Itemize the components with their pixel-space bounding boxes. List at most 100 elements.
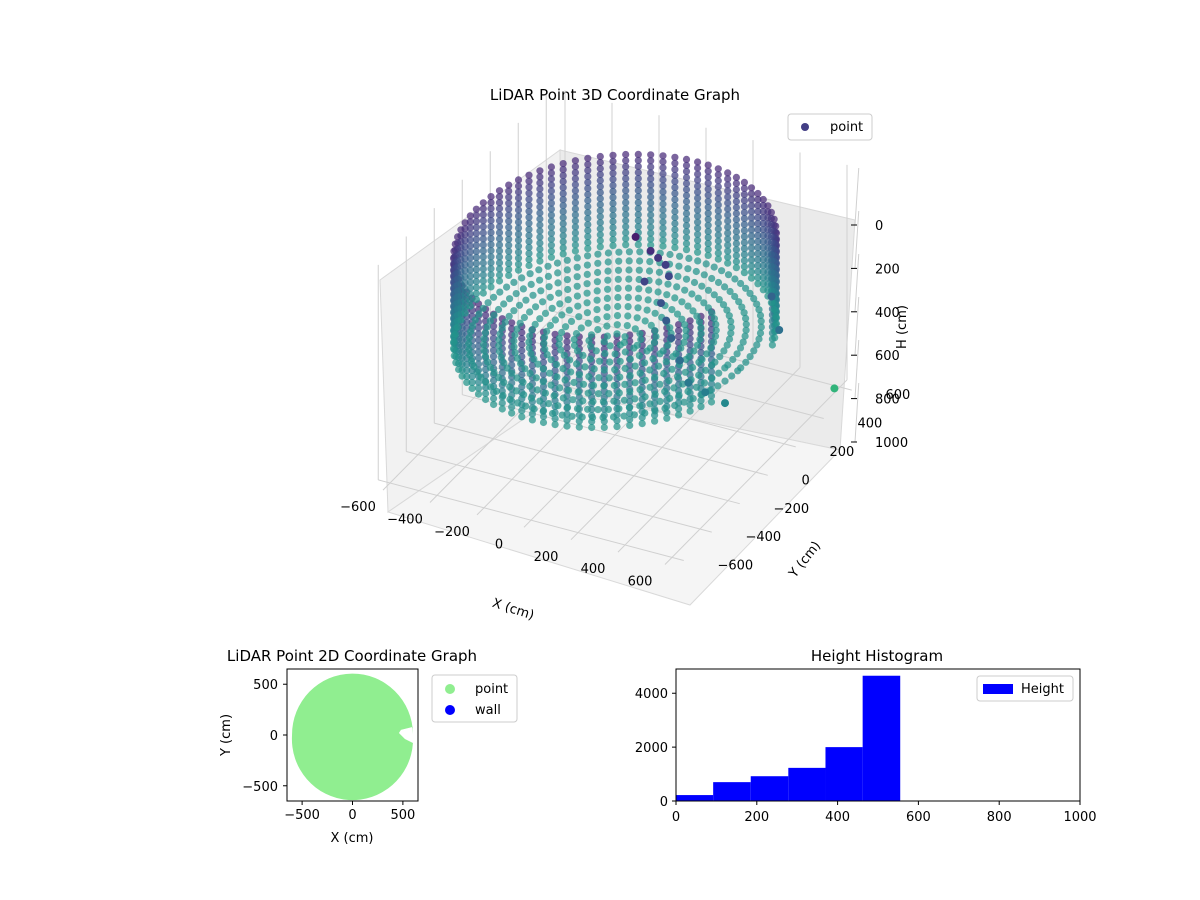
point-3d xyxy=(600,382,608,390)
point-3d xyxy=(650,338,659,346)
point-3d xyxy=(572,330,581,338)
point-3d xyxy=(622,241,630,249)
point-3d xyxy=(621,333,629,341)
point-3d xyxy=(604,249,613,257)
point-3d xyxy=(522,402,530,410)
point-3d xyxy=(536,315,544,323)
point-3d xyxy=(470,362,478,371)
point-3d xyxy=(663,291,671,299)
point-3d xyxy=(725,335,734,343)
point-3d xyxy=(583,289,591,297)
point-3d xyxy=(647,217,655,225)
point-3d-interior xyxy=(657,299,665,308)
grid-line-z xyxy=(854,296,860,356)
point-3d-interior xyxy=(662,316,671,325)
point-3d xyxy=(590,365,598,373)
point-3d xyxy=(563,338,571,346)
point-3d xyxy=(747,202,756,210)
point-3d xyxy=(536,197,544,205)
point-3d xyxy=(472,295,480,304)
point-3d xyxy=(466,351,474,359)
point-3d xyxy=(574,302,582,310)
point-3d xyxy=(616,373,624,381)
point-3d xyxy=(593,306,601,314)
point-3d xyxy=(621,348,629,356)
point-3d xyxy=(474,336,483,344)
legend-2d[interactable]: point wall xyxy=(431,674,518,723)
point-3d xyxy=(589,413,597,422)
point-3d xyxy=(571,199,580,207)
point-3d xyxy=(514,218,523,226)
point-3d xyxy=(714,237,722,245)
point-3d xyxy=(481,329,489,337)
point-3d xyxy=(754,274,762,282)
point-3d xyxy=(740,196,749,205)
point-3d xyxy=(604,267,612,275)
point-3d xyxy=(481,378,490,386)
point-3d xyxy=(487,217,495,225)
point-3d xyxy=(747,190,756,198)
point-3d xyxy=(563,422,571,430)
point-3d xyxy=(525,177,533,185)
point-3d xyxy=(675,262,683,270)
point-3d xyxy=(694,248,702,256)
point-3d xyxy=(636,402,644,410)
point-3d xyxy=(554,402,562,410)
point-3d-interior xyxy=(631,232,640,241)
point-3d xyxy=(697,323,705,331)
point-3d xyxy=(486,317,494,325)
point-3d xyxy=(732,234,741,242)
point-3d xyxy=(659,236,667,244)
point-3d xyxy=(546,321,555,330)
point-3d xyxy=(754,226,762,234)
point-3d xyxy=(634,174,642,183)
point-3d xyxy=(596,207,604,215)
point-3d xyxy=(505,211,513,219)
point-3d xyxy=(558,328,566,337)
point-3d xyxy=(724,247,732,255)
point-3d xyxy=(646,258,654,266)
point-3d xyxy=(740,184,749,192)
point-3d xyxy=(508,355,516,363)
legend-histogram[interactable]: Height xyxy=(976,675,1074,702)
point-3d xyxy=(634,186,642,195)
point-3d xyxy=(662,358,670,366)
point-3d xyxy=(659,182,667,190)
point-3d xyxy=(525,195,533,203)
point-3d xyxy=(686,407,694,415)
point-3d xyxy=(514,230,523,238)
point-3d xyxy=(511,349,519,357)
point-3d xyxy=(479,223,487,231)
point-3d xyxy=(525,183,533,191)
point-3d xyxy=(647,181,655,189)
legend-3d[interactable]: point xyxy=(787,113,873,141)
point-3d xyxy=(740,202,749,211)
point-3d xyxy=(518,340,526,349)
point-3d xyxy=(747,226,756,234)
grid-line-z xyxy=(854,253,860,312)
histogram-bar xyxy=(825,747,863,801)
point-3d xyxy=(547,235,556,243)
point-3d xyxy=(479,229,487,237)
point-3d xyxy=(505,259,513,267)
point-3d xyxy=(647,169,655,177)
point-3d xyxy=(714,278,723,287)
point-3d xyxy=(559,208,567,216)
point-3d xyxy=(634,192,642,201)
point-3d xyxy=(584,227,592,235)
point-3d xyxy=(753,300,761,308)
point-3d xyxy=(694,242,702,250)
point-3d xyxy=(537,287,545,295)
point-3d xyxy=(514,248,523,256)
legend-marker-wall-2d xyxy=(445,705,455,715)
point-3d xyxy=(589,381,598,389)
point-3d xyxy=(570,335,578,344)
point-3d xyxy=(501,318,509,326)
point-3d xyxy=(698,355,706,363)
point-3d xyxy=(732,240,741,248)
point-3d xyxy=(518,346,526,355)
point-3d xyxy=(479,265,487,273)
point-3d xyxy=(547,356,555,364)
point-3d xyxy=(759,286,767,294)
point-3d xyxy=(697,329,705,337)
